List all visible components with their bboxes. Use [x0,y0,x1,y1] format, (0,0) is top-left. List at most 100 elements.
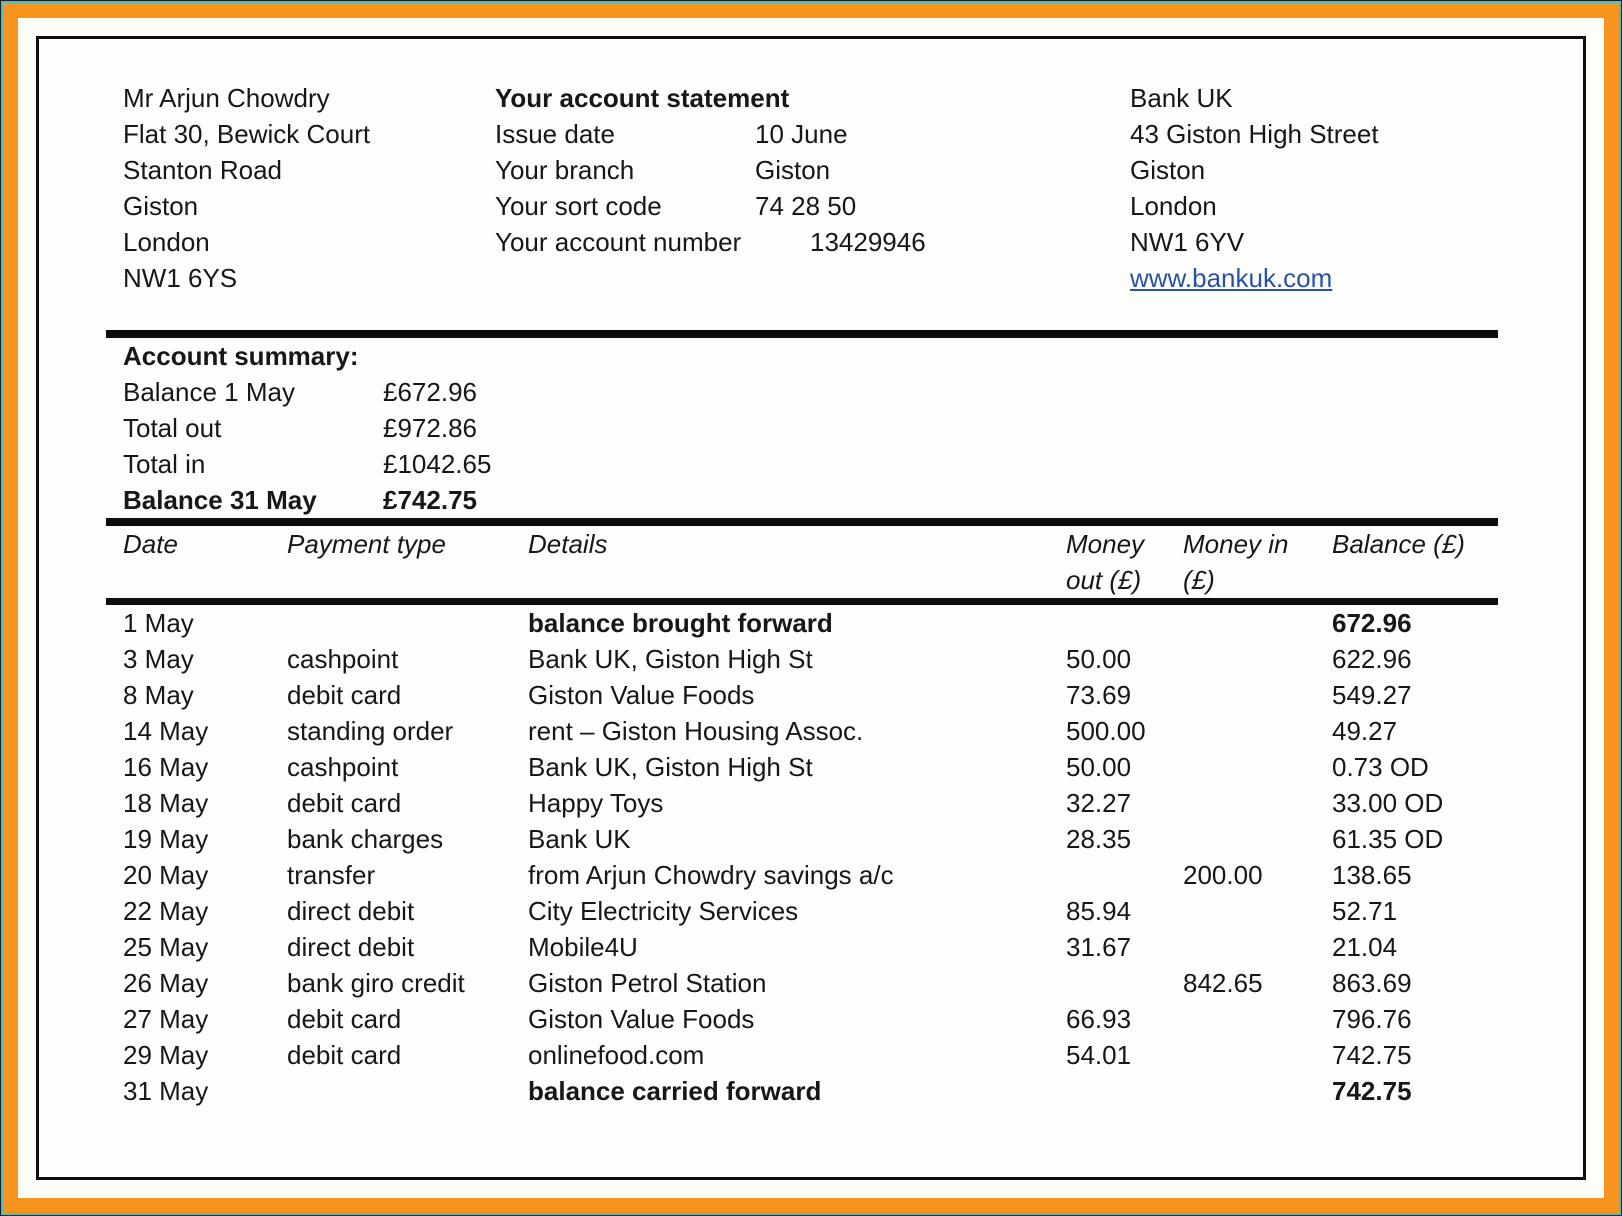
cell-money-out: 500.00 [1066,716,1146,746]
transaction-row: 19 May bank charges Bank UK 28.35 61.35 … [123,821,1583,857]
cell-date: 22 May [123,896,209,926]
summary-row: Balance 1 May £672.96 [123,374,1583,410]
transaction-row: 14 May standing order rent – Giston Hous… [123,713,1583,749]
statement-info-label: Issue date [495,119,615,149]
cell-date: 20 May [123,860,209,890]
transaction-row: 18 May debit card Happy Toys 32.27 33.00… [123,785,1583,821]
cell-money-in: 842.65 [1183,968,1263,998]
cell-payment-type: standing order [287,716,454,746]
cell-payment-type: debit card [287,788,402,818]
bank-address-line: Bank UK [1130,83,1233,113]
cell-payment-type: cashpoint [287,644,399,674]
cell-balance: 672.96 [1332,608,1412,638]
page-border-orange: Mr Arjun Chowdry Flat 30, Bewick Court S… [3,3,1619,1213]
cell-date: 19 May [123,824,209,854]
cell-money-in [1183,713,1332,749]
bank-website-line: www.bankuk.com [1130,260,1583,296]
summary-label: Total in [123,449,206,479]
cell-date: 25 May [123,932,209,962]
cell-money-out: 50.00 [1066,752,1132,782]
cell-money-in [1183,1037,1332,1073]
statement-info-rows: Issue date 10 June Your branch Giston [495,116,1130,260]
cell-money-in [1183,893,1332,929]
transactions-header: Date Payment type Details Money out (£) … [123,526,1583,598]
bank-address-lines: Bank UK 43 Giston High Street Giston Lon… [1130,80,1583,260]
cell-details: Bank UK [528,824,631,854]
cell-money-in [1183,929,1332,965]
cell-date: 3 May [123,644,194,674]
summary-label: Balance 31 May [123,485,317,515]
cell-money-in [1183,785,1332,821]
transaction-row: 1 May balance brought forward 672.96 [123,605,1583,641]
cell-money-in [1183,1001,1332,1037]
cell-payment-type [287,1073,528,1109]
cell-money-out: 50.00 [1066,644,1132,674]
cell-date: 16 May [123,752,209,782]
cell-details: balance carried forward [528,1076,822,1106]
cell-date: 27 May [123,1004,209,1034]
cell-details: Mobile4U [528,932,638,962]
cell-date: 18 May [123,788,209,818]
bank-address-line: NW1 6YV [1130,227,1245,257]
bank-website-link[interactable]: www.bankuk.com [1130,263,1333,293]
page-margin: Mr Arjun Chowdry Flat 30, Bewick Court S… [18,18,1604,1198]
summary-value: £672.96 [383,377,477,407]
cell-money-in [1183,641,1332,677]
transaction-row: 16 May cashpoint Bank UK, Giston High St… [123,749,1583,785]
column-header-money-out: Money out (£) [1066,529,1145,595]
cell-money-in [1183,677,1332,713]
cell-money-out: 31.67 [1066,932,1132,962]
transaction-row: 29 May debit card onlinefood.com 54.01 7… [123,1037,1583,1073]
summary-row: Balance 31 May £742.75 [123,482,1583,518]
transaction-row: 8 May debit card Giston Value Foods 73.6… [123,677,1583,713]
cell-payment-type: bank charges [287,824,444,854]
cell-money-out [1066,857,1183,893]
cell-date: 26 May [123,968,209,998]
statement-info-label: Your sort code [495,191,662,221]
summary-value: £1042.65 [383,449,492,479]
cell-date: 31 May [123,1076,209,1106]
cell-payment-type: debit card [287,1004,402,1034]
cell-payment-type [287,605,528,641]
cell-money-in [1183,1073,1332,1109]
statement-info-label: Your account number [495,227,742,257]
cell-money-in [1183,821,1332,857]
cell-date: 8 May [123,680,194,710]
customer-address-line: NW1 6YS [123,263,238,293]
cell-money-in [1183,605,1332,641]
cell-money-out: 54.01 [1066,1040,1132,1070]
cell-details: Bank UK, Giston High St [528,644,813,674]
cell-payment-type: direct debit [287,896,415,926]
cell-payment-type: debit card [287,1040,402,1070]
statement-info: Your account statement Issue date 10 Jun… [495,80,1130,296]
statement-info-row: Issue date 10 June [495,116,1130,152]
bank-address-line: London [1130,191,1217,221]
divider-middle [106,518,1498,526]
customer-address: Mr Arjun Chowdry Flat 30, Bewick Court S… [123,80,495,296]
cell-payment-type: direct debit [287,932,415,962]
cell-money-out: 28.35 [1066,824,1132,854]
bank-address: Bank UK 43 Giston High Street Giston Lon… [1130,80,1583,296]
customer-address-line: Mr Arjun Chowdry [123,83,330,113]
bank-address-line: Giston [1130,155,1206,185]
cell-details: City Electricity Services [528,896,799,926]
column-header-money-in: Money in (£) [1183,529,1289,595]
transaction-row: 20 May transfer from Arjun Chowdry savin… [123,857,1583,893]
transaction-row: 27 May debit card Giston Value Foods 66.… [123,1001,1583,1037]
cell-money-out: 66.93 [1066,1004,1132,1034]
cell-money-out [1066,605,1183,641]
divider-table-header [106,598,1498,605]
summary-label: Balance 1 May [123,377,295,407]
statement-header: Mr Arjun Chowdry Flat 30, Bewick Court S… [123,80,1583,296]
cell-balance: 622.96 [1332,644,1412,674]
transaction-row: 31 May balance carried forward 742.75 [123,1073,1583,1109]
transaction-row: 22 May direct debit City Electricity Ser… [123,893,1583,929]
cell-details: Giston Value Foods [528,680,755,710]
cell-money-out [1066,965,1183,1001]
cell-payment-type: transfer [287,860,376,890]
cell-balance: 21.04 [1332,932,1398,962]
cell-balance: 863.69 [1332,968,1412,998]
account-summary: Account summary: Balance 1 May £672.96 [123,338,1583,518]
